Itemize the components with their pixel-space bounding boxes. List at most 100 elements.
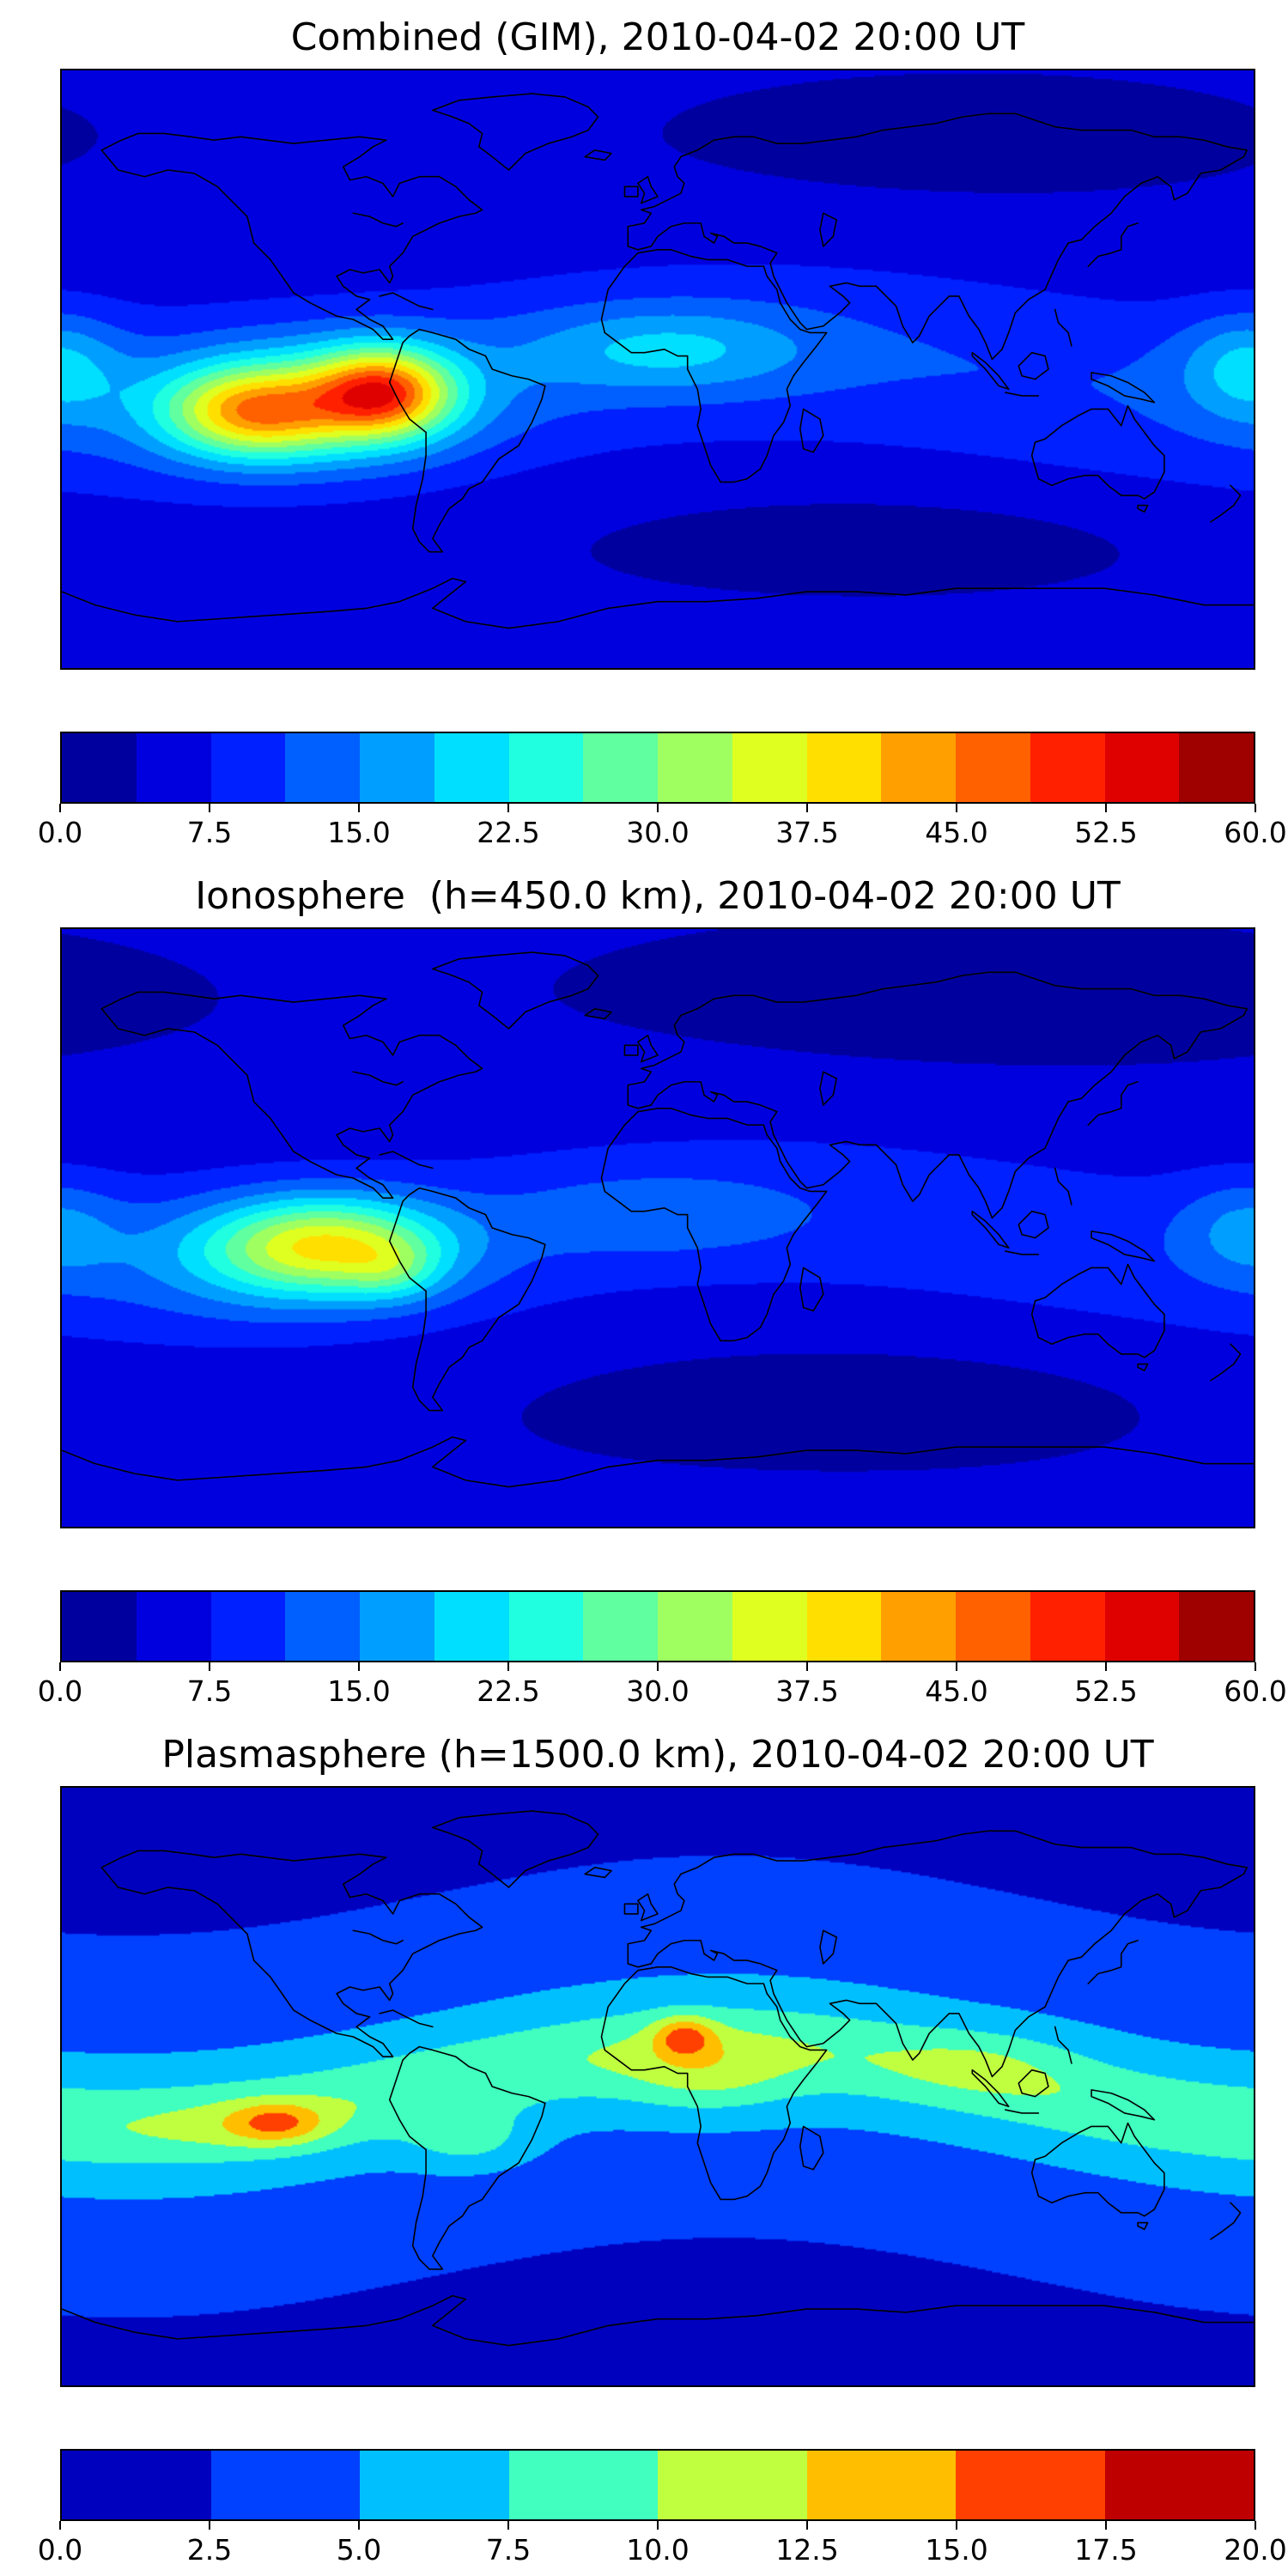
colorbar-tick-label: 60.0 — [1224, 816, 1287, 849]
colorbar-segment — [62, 1592, 137, 1661]
colorbar-tick — [657, 2521, 659, 2530]
colorbar-tick — [657, 804, 659, 812]
colorbar-tick-label: 20.0 — [1224, 2533, 1287, 2567]
colorbar-tick-label: 60.0 — [1224, 1674, 1287, 1708]
colorbar-tick-label: 0.0 — [37, 1674, 83, 1708]
colorbar-tick — [806, 804, 808, 812]
world-map-ionosphere — [60, 927, 1255, 1528]
colorbar-tick-label: 52.5 — [1074, 1674, 1138, 1708]
colorbar-segment — [1030, 1592, 1105, 1661]
colorbar — [60, 2449, 1255, 2521]
colorbar-tick — [1255, 804, 1256, 812]
colorbar-segment — [806, 733, 882, 802]
colorbar-segment — [732, 733, 807, 802]
coastline-overlay — [62, 1788, 1254, 2385]
colorbar-segment — [583, 1592, 658, 1661]
colorbar-tick-label: 0.0 — [37, 816, 83, 849]
colorbar-segment — [62, 733, 137, 802]
contour-field-canvas — [62, 1788, 1254, 2385]
colorbar-tick-label: 7.5 — [485, 2533, 532, 2567]
colorbar-tick — [1105, 804, 1107, 812]
colorbar-tick-label: 15.0 — [925, 2533, 988, 2567]
colorbar-tick — [209, 2521, 210, 2530]
colorbar-ticks — [59, 1662, 1256, 1673]
colorbar-tick — [59, 1662, 61, 1671]
coastline-overlay — [62, 70, 1254, 668]
colorbar-segment — [881, 733, 956, 802]
colorbar-tick-label: 37.5 — [775, 816, 839, 849]
world-map-combined — [60, 69, 1255, 670]
colorbar-labels: 0.0 2.5 5.0 7.5 10.0 12.5 15.0 17.5 20.0 — [38, 2533, 1287, 2571]
contour-field-canvas — [62, 70, 1254, 668]
panel-combined-gim: Combined (GIM), 2010-04-02 20:00 UT 0.0 7… — [0, 0, 1288, 859]
colorbar-tick — [1255, 1662, 1256, 1671]
colorbar-tick-label: 45.0 — [925, 816, 988, 849]
colorbar-tick-label: 7.5 — [186, 816, 233, 849]
colorbar-tick — [956, 804, 957, 812]
colorbar-tick-label: 15.0 — [327, 816, 391, 849]
colorbar-segment — [732, 1592, 807, 1661]
colorbar-segment — [658, 1592, 732, 1661]
colorbar-tick — [358, 2521, 360, 2530]
colorbar-segment — [1179, 1592, 1254, 1661]
colorbar-tick-label: 22.5 — [477, 1674, 540, 1708]
colorbar-segment — [508, 733, 584, 802]
colorbar-tick — [1105, 1662, 1107, 1671]
contour-field-canvas — [62, 929, 1254, 1527]
colorbar-tick-label: 45.0 — [925, 1674, 988, 1708]
colorbar-segment — [583, 733, 658, 802]
colorbar-segment — [956, 1592, 1030, 1661]
colorbar-segment — [62, 2451, 211, 2519]
colorbar-tick — [358, 1662, 360, 1671]
colorbar-segment — [508, 1592, 584, 1661]
colorbar-segment — [658, 2451, 807, 2519]
colorbar-tick-label: 17.5 — [1074, 2533, 1138, 2567]
colorbar-tick-label: 22.5 — [477, 816, 540, 849]
colorbar-segment — [434, 733, 509, 802]
world-map-plasmasphere — [60, 1786, 1255, 2387]
colorbar-ticks — [59, 804, 1256, 814]
colorbar-segment — [285, 1592, 360, 1661]
colorbar-segment — [360, 1592, 434, 1661]
colorbar-tick — [59, 804, 61, 812]
colorbar-tick-label: 12.5 — [775, 2533, 839, 2567]
panel-title-combined: Combined (GIM), 2010-04-02 20:00 UT — [290, 15, 1025, 59]
colorbar-tick — [956, 2521, 957, 2530]
colorbar-tick-label: 30.0 — [626, 1674, 690, 1708]
colorbar-labels: 0.0 7.5 15.0 22.5 30.0 37.5 45.0 52.5 60.0 — [38, 1674, 1287, 1712]
colorbar-segment — [806, 2451, 956, 2519]
colorbar-tick-label: 15.0 — [327, 1674, 391, 1708]
colorbar-tick-label: 30.0 — [626, 816, 690, 849]
colorbar-segment — [136, 1592, 211, 1661]
colorbar-tick-label: 0.0 — [37, 2533, 83, 2567]
colorbar-tick-label: 5.0 — [336, 2533, 382, 2567]
colorbar-segment — [360, 2451, 509, 2519]
panel-title-ionosphere: Ionosphere (h=450.0 km), 2010-04-02 20:0… — [195, 874, 1121, 918]
colorbar-tick — [657, 1662, 659, 1671]
colorbar-tick — [806, 2521, 808, 2530]
colorbar — [60, 1590, 1255, 1662]
colorbar-tick — [358, 804, 360, 812]
colorbar-tick-label: 7.5 — [186, 1674, 233, 1708]
colorbar-segment — [1104, 1592, 1180, 1661]
colorbar-labels: 0.0 7.5 15.0 22.5 30.0 37.5 45.0 52.5 60.0 — [38, 816, 1287, 854]
colorbar-segment — [806, 1592, 882, 1661]
colorbar-segment — [956, 2451, 1105, 2519]
colorbar-tick — [59, 2521, 61, 2530]
colorbar-segment — [1030, 733, 1105, 802]
colorbar-segment — [360, 733, 434, 802]
colorbar-segment — [210, 733, 286, 802]
colorbar-tick-label: 2.5 — [186, 2533, 233, 2567]
colorbar-tick — [956, 1662, 957, 1671]
colorbar-tick — [507, 1662, 509, 1671]
colorbar-tick — [507, 804, 509, 812]
colorbar-segment — [1179, 733, 1254, 802]
colorbar-tick — [806, 1662, 808, 1671]
colorbar — [60, 732, 1255, 804]
colorbar-segment — [658, 733, 732, 802]
colorbar-segment — [881, 1592, 956, 1661]
colorbar-tick-label: 10.0 — [626, 2533, 690, 2567]
colorbar-segment — [136, 733, 211, 802]
colorbar-tick — [1255, 2521, 1256, 2530]
